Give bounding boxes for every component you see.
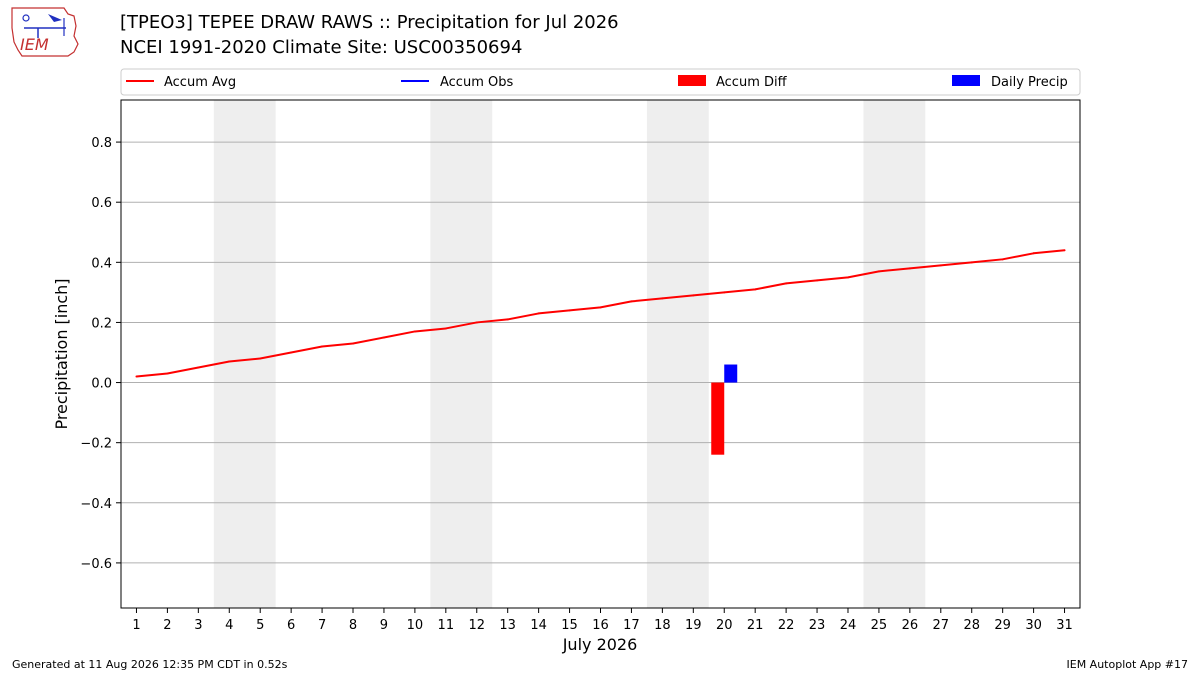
x-tick-label: 3 — [194, 618, 202, 633]
x-tick-label: 17 — [623, 618, 640, 633]
x-tick-label: 26 — [902, 618, 919, 633]
accum-avg-point — [259, 357, 262, 360]
x-tick-label: 22 — [778, 618, 795, 633]
x-tick-label: 16 — [592, 618, 609, 633]
accum-avg-point — [939, 264, 942, 267]
x-tick-label: 28 — [963, 618, 980, 633]
x-tick-label: 18 — [654, 618, 671, 633]
accum-avg-point — [754, 288, 757, 291]
legend-label-accum-obs: Accum Obs — [440, 75, 513, 90]
grid-lines — [121, 141, 1080, 564]
x-tick-label: 2 — [163, 618, 171, 633]
y-axis-label: Precipitation [inch] — [52, 278, 71, 429]
x-tick-label: 4 — [225, 618, 233, 633]
accum-avg-point — [413, 330, 416, 333]
x-tick-label: 7 — [318, 618, 326, 633]
x-tick-label: 15 — [561, 618, 578, 633]
y-tick-label: −0.2 — [80, 437, 112, 452]
x-tick-label: 12 — [468, 618, 485, 633]
accum-avg-point — [382, 336, 385, 339]
x-tick-label: 25 — [871, 618, 888, 633]
legend-label-accum-avg: Accum Avg — [164, 75, 236, 90]
x-tick-label: 11 — [438, 618, 455, 633]
accum-avg-point — [877, 270, 880, 273]
accum-avg-point — [321, 345, 324, 348]
accum-avg-point — [537, 312, 540, 315]
weekend-shade-1 — [213, 100, 276, 608]
x-tick-label: 9 — [380, 618, 388, 633]
bars — [711, 364, 738, 455]
weekend-shade-4 — [863, 100, 926, 608]
accum-avg-point — [599, 306, 602, 309]
accum-avg-point — [846, 276, 849, 279]
x-tick-label: 10 — [407, 618, 424, 633]
accum-avg-point — [228, 360, 231, 363]
x-tick-label: 29 — [994, 618, 1011, 633]
accum-avg-point — [506, 318, 509, 321]
x-tick-label: 1 — [132, 618, 140, 633]
y-tick-label: 0.0 — [91, 377, 112, 392]
chart-subtitle: NCEI 1991-2020 Climate Site: USC00350694 — [120, 37, 523, 58]
accum-avg-point — [661, 297, 664, 300]
x-tick-label: 8 — [349, 618, 357, 633]
legend-swatch-accum-diff — [678, 75, 706, 86]
x-tick-label: 27 — [933, 618, 950, 633]
x-tick-label: 23 — [809, 618, 826, 633]
accum-avg-point — [1001, 258, 1004, 261]
y-tick-label: −0.4 — [80, 497, 112, 512]
x-tick-label: 30 — [1025, 618, 1042, 633]
footer-app: IEM Autoplot App #17 — [1066, 658, 1189, 671]
accum-avg-point — [1032, 252, 1035, 255]
accum-avg-point — [816, 279, 819, 282]
accum-avg-point — [475, 321, 478, 324]
accum-avg-point — [135, 375, 138, 378]
lines — [135, 249, 1066, 378]
footer-generated: Generated at 11 Aug 2026 12:35 PM CDT in… — [12, 658, 288, 671]
iem-logo: IEM — [11, 7, 79, 57]
x-tick-label: 31 — [1056, 618, 1073, 633]
legend-label-accum-diff: Accum Diff — [716, 75, 788, 90]
axis-ticks: −0.6−0.4−0.20.00.20.40.60.81 2 3 4 5 6 7 8 9 10 11… — [80, 136, 1072, 633]
legend-label-daily-precip: Daily Precip — [991, 75, 1068, 90]
accum-avg-point — [970, 261, 973, 264]
x-tick-label: 24 — [840, 618, 857, 633]
x-tick-label: 13 — [499, 618, 516, 633]
legend: Accum Avg Accum Obs Accum Diff Daily Precip — [120, 68, 1081, 96]
logo-text: IEM — [20, 35, 49, 54]
accum-avg-point — [352, 342, 355, 345]
legend-box — [120, 68, 1081, 96]
x-tick-label: 20 — [716, 618, 733, 633]
x-tick-label: 5 — [256, 618, 264, 633]
accum-avg-point — [630, 300, 633, 303]
x-axis-label: July 2026 — [562, 635, 638, 654]
daily-precip-bar — [724, 364, 738, 383]
y-tick-label: 0.4 — [91, 256, 112, 271]
accum-avg-point — [1063, 249, 1066, 252]
accum-avg-point — [290, 351, 293, 354]
x-tick-label: 21 — [747, 618, 764, 633]
accum-avg-point — [692, 294, 695, 297]
y-tick-label: 0.6 — [91, 196, 112, 211]
accum-diff-bar — [711, 382, 725, 455]
accum-avg-point — [568, 309, 571, 312]
y-tick-label: −0.6 — [80, 557, 112, 572]
accum-avg-point — [444, 327, 447, 330]
x-tick-label: 19 — [685, 618, 702, 633]
accum-avg-point — [197, 366, 200, 369]
legend-swatch-daily-precip — [952, 75, 980, 86]
accum-avg-point — [908, 267, 911, 270]
chart-title: [TPEO3] TEPEE DRAW RAWS :: Precipitation… — [120, 12, 619, 33]
accum-avg-point — [723, 291, 726, 294]
accum-avg-point — [166, 372, 169, 375]
weekend-shading — [213, 100, 926, 608]
accum-avg-point — [785, 282, 788, 285]
weekend-shade-3 — [646, 100, 709, 608]
y-tick-label: 0.8 — [91, 136, 112, 151]
y-tick-label: 0.2 — [91, 316, 112, 331]
x-tick-label: 6 — [287, 618, 295, 633]
weekend-shade-2 — [430, 100, 493, 608]
x-tick-label: 14 — [530, 618, 547, 633]
